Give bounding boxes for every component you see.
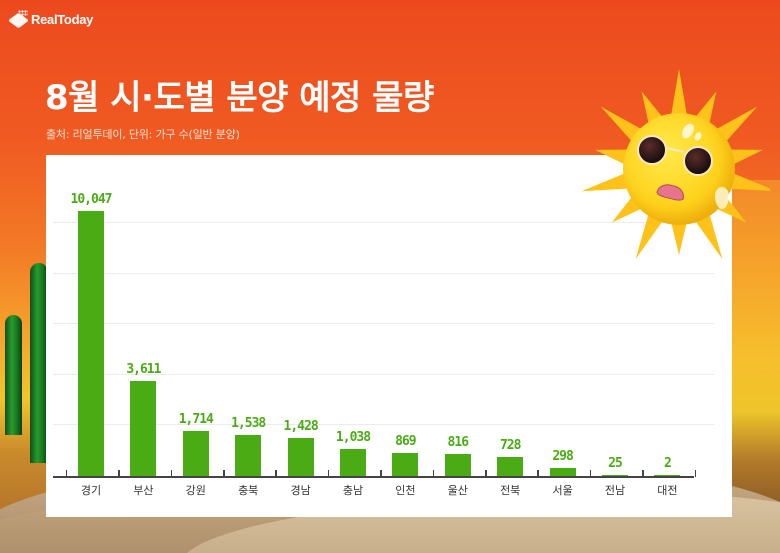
category-label: 전남 [604, 484, 626, 497]
x-axis-tick [118, 470, 120, 477]
bar-11 [654, 474, 681, 476]
category-label: 경남 [290, 484, 311, 497]
x-axis-tick [223, 470, 225, 477]
bar-5 [340, 448, 366, 476]
x-axis-tick [65, 470, 68, 477]
x-axis-tick [380, 470, 382, 477]
bar-value-label: 25 [608, 455, 623, 471]
bar-7 [444, 454, 471, 476]
bar-10 [602, 474, 628, 476]
sun-mascot-illustration [580, 58, 770, 278]
category-label: 전북 [500, 484, 521, 497]
bar-value-label: 3,611 [126, 361, 161, 377]
bar-4 [287, 438, 314, 476]
bar-3 [235, 435, 262, 476]
x-axis-tick [432, 470, 435, 477]
category-label: 부산 [133, 484, 154, 497]
bar-value-label: 10,047 [70, 192, 113, 207]
category-label: 울산 [447, 484, 468, 497]
brand-logo: RealToday [8, 10, 94, 29]
category-label: 충북 [238, 484, 259, 497]
sunglasses-right-lens-icon [683, 146, 713, 176]
gridline [53, 424, 714, 425]
category-label: 서울 [552, 484, 573, 497]
cactus-illustration [0, 255, 48, 463]
source-note: 출처: 리얼투데이, 단위: 가구 수(일반 분양) [46, 128, 240, 141]
sunglasses-left-lens-icon [637, 135, 667, 165]
bar-value-label: 298 [552, 449, 573, 465]
category-label: 인천 [395, 484, 416, 497]
x-axis-line [53, 476, 694, 478]
bar-value-label: 816 [447, 435, 469, 451]
gridline [53, 374, 714, 375]
page-title: 8월 시·도별 분양 예정 물량 [45, 78, 434, 118]
gridline [53, 222, 714, 223]
bar-6 [392, 453, 419, 476]
x-axis-tick [170, 470, 173, 477]
bar-8 [497, 456, 524, 476]
bar-value-label: 869 [395, 434, 416, 450]
frown-mouth-icon [655, 181, 687, 203]
x-axis-tick [589, 470, 592, 477]
gridline [53, 273, 714, 274]
gridline [53, 323, 714, 324]
bar-value-label: 1,428 [283, 419, 319, 435]
logo-cube-icon [8, 10, 29, 29]
logo-text: RealToday [31, 11, 94, 27]
bar-value-label: 2 [663, 455, 672, 471]
category-label: 대전 [657, 484, 678, 497]
x-axis-tick [327, 470, 330, 477]
cactus-arm [5, 315, 22, 435]
x-axis-tick [275, 470, 277, 477]
cactus-trunk [30, 263, 48, 463]
x-axis-tick [537, 470, 539, 477]
bar-chart: 10,047 경기 3,611 부산 1,714 강원 1,538 충북 1,428 경남 1,03… [51, 155, 714, 517]
category-label: 충남 [342, 484, 364, 497]
bar-value-label: 728 [499, 437, 521, 453]
bar-value-label: 1,038 [335, 429, 371, 445]
x-axis-tick [694, 470, 697, 477]
bar-1 [130, 380, 157, 476]
category-label: 경기 [80, 484, 102, 497]
bar-value-label: 1,538 [231, 416, 266, 432]
bar-0 [78, 211, 104, 476]
sweat-drop-icon [715, 187, 729, 209]
x-axis-tick [642, 470, 644, 477]
category-label: 강원 [185, 484, 206, 497]
bar-2 [182, 430, 209, 476]
bar-9 [549, 468, 576, 476]
sun-face [623, 113, 735, 225]
bar-value-label: 1,714 [178, 411, 214, 427]
x-axis-tick [485, 470, 487, 477]
